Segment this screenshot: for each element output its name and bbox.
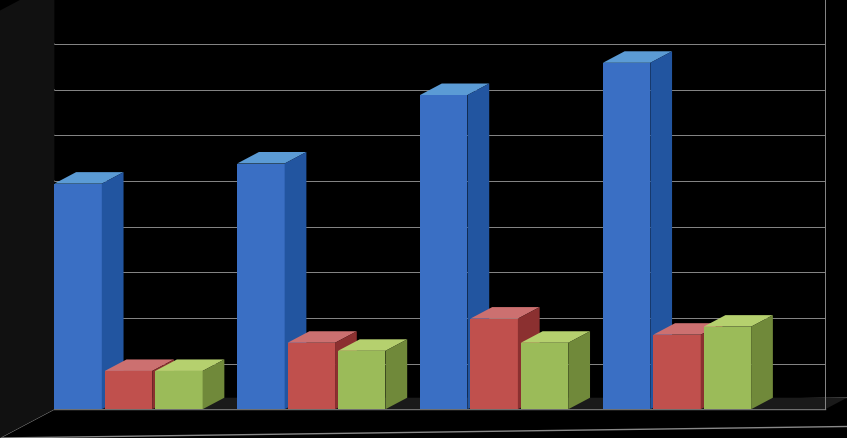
Polygon shape xyxy=(0,0,54,438)
Polygon shape xyxy=(155,371,202,409)
Polygon shape xyxy=(521,343,568,409)
Polygon shape xyxy=(335,332,357,409)
Polygon shape xyxy=(518,307,540,409)
Polygon shape xyxy=(704,327,751,409)
Polygon shape xyxy=(0,0,22,438)
Polygon shape xyxy=(237,153,307,164)
Polygon shape xyxy=(237,164,285,409)
Polygon shape xyxy=(54,173,124,184)
Polygon shape xyxy=(102,173,124,409)
Polygon shape xyxy=(521,332,590,343)
Polygon shape xyxy=(603,52,672,64)
Polygon shape xyxy=(568,332,590,409)
Polygon shape xyxy=(105,371,152,409)
Polygon shape xyxy=(420,85,490,96)
Polygon shape xyxy=(338,339,407,351)
Polygon shape xyxy=(288,332,357,343)
Polygon shape xyxy=(285,153,307,409)
Polygon shape xyxy=(751,315,772,409)
Polygon shape xyxy=(653,335,700,409)
Polygon shape xyxy=(202,360,224,409)
Polygon shape xyxy=(338,351,385,409)
Polygon shape xyxy=(105,360,174,371)
Polygon shape xyxy=(0,398,847,438)
Polygon shape xyxy=(385,339,407,409)
Polygon shape xyxy=(603,64,650,409)
Polygon shape xyxy=(650,52,672,409)
Polygon shape xyxy=(288,343,335,409)
Polygon shape xyxy=(152,360,174,409)
Polygon shape xyxy=(470,319,518,409)
Polygon shape xyxy=(0,398,76,438)
Polygon shape xyxy=(420,96,468,409)
Polygon shape xyxy=(468,85,490,409)
Polygon shape xyxy=(54,398,847,409)
Polygon shape xyxy=(700,323,722,409)
Polygon shape xyxy=(704,315,772,327)
Polygon shape xyxy=(653,323,722,335)
Polygon shape xyxy=(54,184,102,409)
Polygon shape xyxy=(155,360,224,371)
Polygon shape xyxy=(470,307,540,319)
